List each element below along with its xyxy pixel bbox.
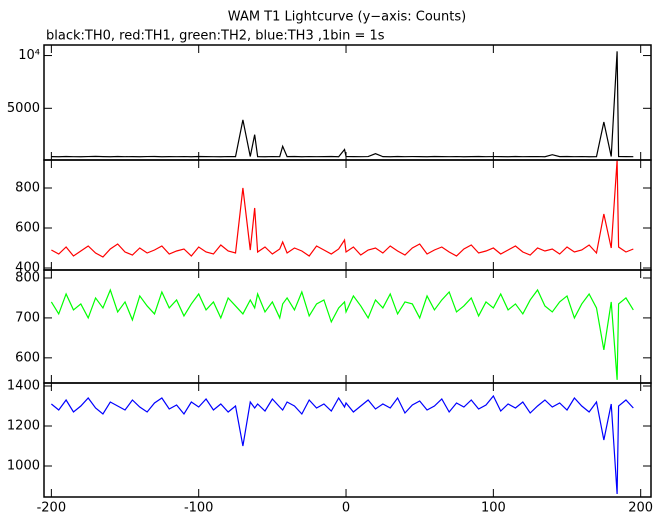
x-tick-label: -100 [184, 501, 214, 515]
x-tick-label: 0 [342, 501, 350, 515]
y-tick-label: 600 [15, 221, 40, 236]
chart-subtitle: black:TH0, red:TH1, green:TH2, blue:TH3 … [46, 29, 385, 44]
y-tick-label: 5000 [7, 101, 40, 116]
panel-frame [43, 44, 652, 161]
x-tick-label: -200 [37, 501, 67, 515]
light-curve [51, 51, 634, 158]
panel-frame [43, 269, 652, 384]
y-tick-label: 1200 [7, 419, 40, 434]
x-tick-label: 200 [628, 501, 653, 515]
y-tick-label: 1000 [7, 459, 40, 474]
x-tick-label: 100 [481, 501, 506, 515]
chart-title: WAM T1 Lightcurve (y−axis: Counts) [228, 10, 466, 25]
light-curve [51, 159, 634, 258]
y-tick-label: 700 [15, 310, 40, 325]
panel-frame [43, 382, 652, 498]
y-tick-label: 400 [15, 261, 40, 276]
y-tick-label: 600 [15, 350, 40, 365]
y-tick-label: 800 [15, 181, 40, 196]
y-tick-label: 10⁴ [18, 48, 40, 63]
y-tick-label: 1400 [7, 379, 40, 394]
y-tick-label: 800 [15, 270, 40, 285]
light-curve [50, 394, 634, 495]
light-curve [50, 288, 634, 380]
